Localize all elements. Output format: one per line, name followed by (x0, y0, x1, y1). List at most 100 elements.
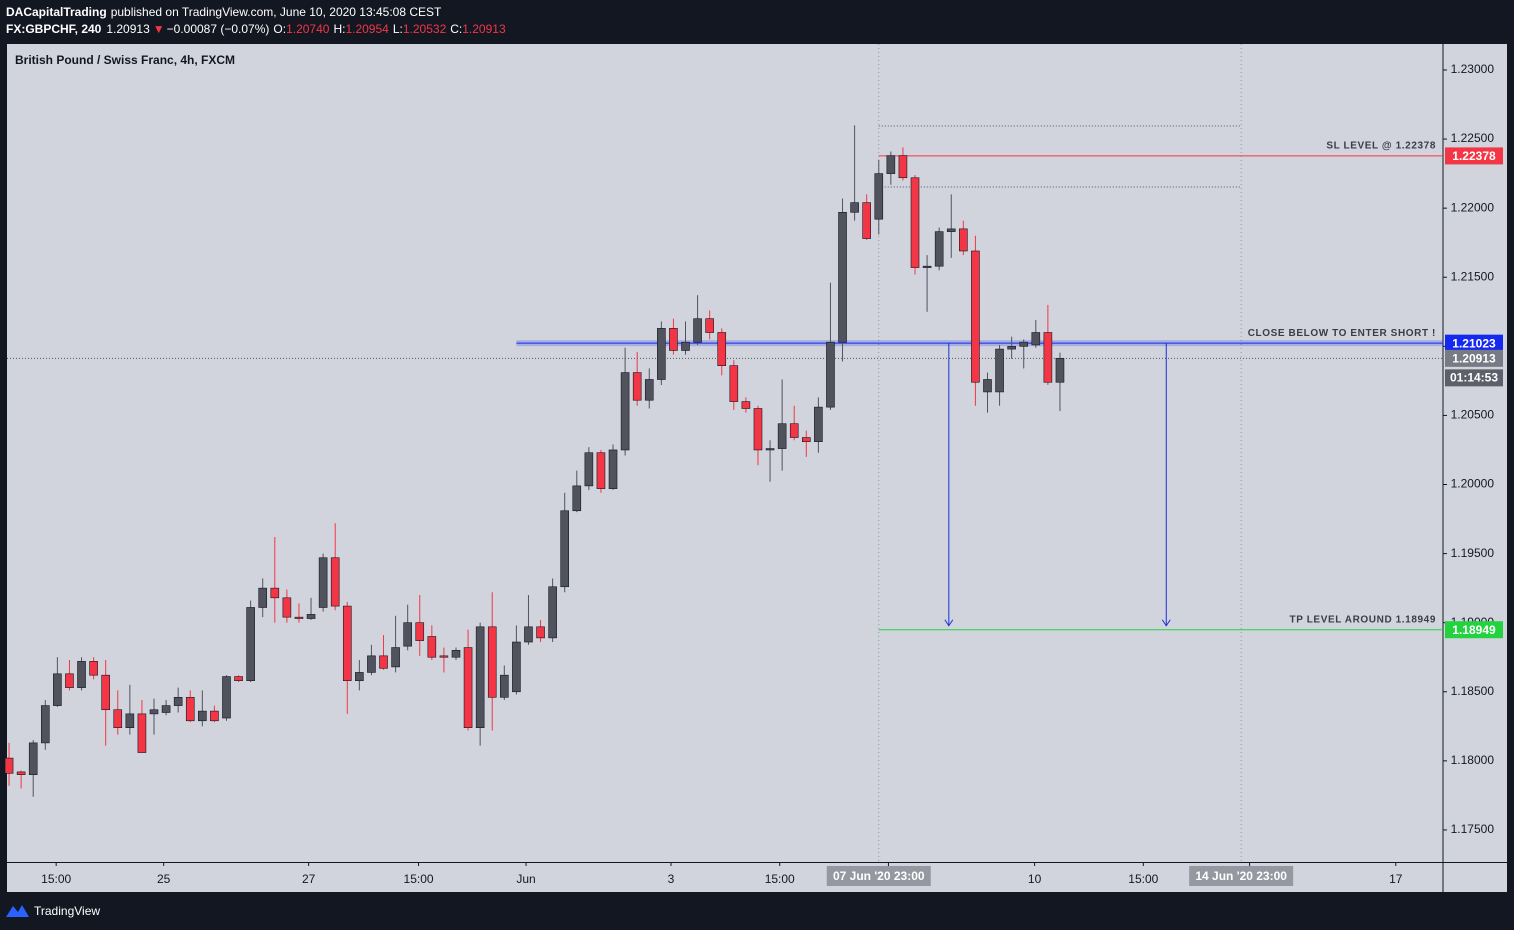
time-marker-box (1189, 866, 1294, 886)
candle-body (995, 348, 1004, 393)
candle-body (717, 332, 727, 366)
candle-body (198, 710, 207, 722)
level-annotation: CLOSE BELOW TO ENTER SHORT ! (1248, 328, 1436, 339)
candle-body (210, 710, 219, 722)
y-tick-label: 1.21500 (1451, 269, 1495, 283)
candle-body (850, 202, 859, 213)
countdown: 01:14:53 (1450, 371, 1498, 385)
candle-body (681, 341, 690, 351)
symbol: FX:GBPCHF, 240 (6, 22, 102, 36)
candle-body (814, 406, 823, 442)
candle-body (898, 155, 908, 179)
y-tick-label: 1.18000 (1451, 753, 1495, 767)
x-tick-label: 27 (302, 872, 316, 886)
candle-body (40, 705, 50, 744)
level-price-label: 1.18949 (1452, 623, 1496, 637)
candle-body (379, 655, 388, 669)
candle-body (886, 155, 896, 174)
candle-body (222, 676, 231, 719)
candle-body (765, 448, 775, 451)
x-tick-label: 15:00 (404, 872, 434, 886)
candle-body (4, 757, 14, 774)
candle-body (330, 557, 340, 607)
y-tick-label: 1.18500 (1451, 684, 1495, 698)
candle-body (753, 408, 763, 451)
candle-body (596, 452, 606, 489)
y-tick-label: 1.17500 (1451, 822, 1495, 836)
change: −0.00087 (−0.07%) (167, 22, 270, 36)
time-marker-box (826, 866, 931, 886)
candle-body (1007, 346, 1016, 350)
brand: TradingView (34, 904, 100, 918)
x-tick-label: 25 (157, 872, 171, 886)
level-box (1445, 147, 1503, 165)
candle-body (234, 676, 243, 682)
candle-body (173, 696, 183, 706)
y-tick-label: 1.23000 (1451, 62, 1495, 76)
candle-body (620, 372, 630, 451)
x-tick-label: Jun (516, 872, 535, 886)
candle-body (1055, 358, 1065, 383)
level-price-label: 1.22378 (1452, 149, 1496, 163)
published: published on TradingView.com, June 10, 2… (111, 5, 442, 19)
candle-body (959, 228, 968, 252)
candle-body (741, 401, 751, 409)
x-tick-label: 15:00 (41, 872, 71, 886)
candle-body (789, 423, 799, 438)
countdown-box (1445, 369, 1503, 387)
candle-body (125, 713, 135, 728)
ohlc-key: L: (393, 22, 403, 36)
candle-body (971, 250, 980, 383)
candle-body (560, 510, 570, 588)
y-tick-label: 1.19500 (1451, 546, 1495, 560)
y-tick-label: 1.22500 (1451, 131, 1495, 145)
level-box (1445, 334, 1503, 352)
candle-body (306, 614, 316, 619)
candle-body (258, 587, 268, 608)
candle-body (137, 713, 147, 753)
chart-title: British Pound / Swiss Franc, 4h, FXCM (15, 53, 235, 67)
candle-body (572, 485, 582, 512)
candle-body (801, 437, 811, 442)
x-tick-label: 15:00 (765, 872, 795, 886)
level-annotation: SL LEVEL @ 1.22378 (1326, 141, 1436, 152)
candle-body (983, 379, 992, 393)
candle-body (65, 673, 74, 688)
candle-body (16, 771, 26, 775)
candle-body (28, 742, 38, 775)
candle-body (1019, 341, 1029, 347)
change-arrow: ▼ (153, 22, 165, 36)
candle-body (282, 597, 292, 618)
candle-body (826, 341, 835, 408)
y-tick-label: 1.20500 (1451, 408, 1495, 422)
candle-body (415, 622, 425, 641)
x-tick-label: 15:00 (1128, 872, 1158, 886)
last-price-box (1445, 349, 1503, 367)
x-tick-label: 10 (1028, 872, 1042, 886)
candle-body (862, 202, 871, 239)
candle-body (427, 636, 437, 658)
trade-arrow-head (1161, 619, 1171, 627)
ohlc-key: O: (273, 22, 286, 36)
candle-body (439, 655, 449, 658)
candle-body (1031, 332, 1041, 346)
candle-body (487, 626, 497, 698)
ohlc-value: 1.20954 (345, 22, 389, 36)
candle-body (403, 622, 412, 647)
x-tick-label: 3 (668, 872, 675, 886)
candle-body (922, 265, 932, 268)
ohlc-value: 1.20740 (286, 22, 330, 36)
time-marker-label: 14 Jun '20 23:00 (1195, 869, 1287, 883)
chart-background (7, 44, 1507, 892)
plot: 1.175001.180001.185001.190001.195001.200… (4, 44, 1503, 886)
candle-body (500, 674, 509, 698)
level-price-label: 1.21023 (1452, 336, 1496, 350)
candle-body (451, 650, 461, 658)
candle-body (777, 423, 787, 449)
candle-body (475, 626, 485, 728)
candle-body (693, 318, 702, 343)
candle-body (113, 709, 123, 728)
candle-body (246, 607, 255, 682)
